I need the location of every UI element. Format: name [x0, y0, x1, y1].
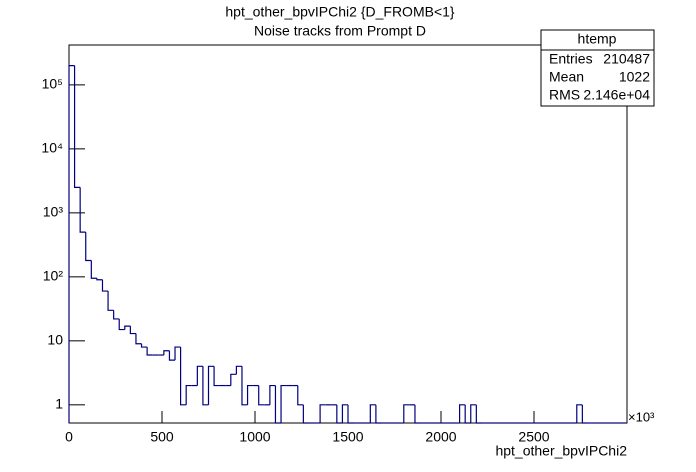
histogram-bin — [140, 343, 148, 348]
histogram-bin — [113, 310, 120, 320]
histogram-bin — [369, 404, 376, 423]
histogram-bin — [274, 385, 282, 424]
histogram-bin — [180, 347, 187, 406]
histogram-bin — [297, 385, 304, 406]
histogram-bin — [241, 366, 248, 406]
histogram-bin — [235, 365, 242, 375]
x-tick-label: 1500 — [332, 429, 363, 445]
stats-key: RMS — [549, 87, 580, 103]
histogram-bin — [403, 404, 410, 423]
y-tick-label: 1 — [55, 396, 63, 412]
y-tick-label: 10³ — [43, 204, 64, 220]
histogram-bin — [85, 232, 92, 262]
stats-frame — [540, 29, 655, 107]
histogram-bin — [581, 404, 588, 424]
histogram-bin — [375, 404, 382, 424]
histogram-bin — [96, 278, 103, 281]
histogram-bin — [341, 404, 348, 423]
histogram-bin — [90, 260, 97, 279]
x-axis-title: hpt_other_bpvIPChi2 — [495, 443, 627, 459]
histogram-bin — [129, 326, 136, 335]
histogram-bin — [258, 385, 265, 406]
histogram-bin — [185, 384, 192, 405]
histogram-bin — [174, 346, 181, 361]
histogram-bin — [207, 365, 215, 405]
histogram-bin — [163, 350, 170, 356]
stats-value: 2.146e+04 — [583, 87, 650, 103]
histogram-bin — [470, 404, 477, 423]
histogram-bin — [135, 333, 142, 345]
histogram-bin — [124, 325, 131, 330]
histogram-bin — [213, 366, 220, 387]
stats-value: 1022 — [619, 69, 650, 85]
histogram-bin — [347, 404, 354, 424]
histogram-bin — [118, 318, 125, 331]
histogram-bin — [576, 404, 583, 423]
histogram-bin — [146, 347, 153, 356]
histogram-bin — [246, 384, 254, 405]
x-multiplier: ×10³ — [628, 409, 655, 424]
histogram-bin — [336, 404, 343, 424]
stats-key: Entries — [549, 51, 593, 67]
stats-key: Mean — [549, 69, 584, 85]
histogram-bin — [459, 404, 466, 423]
histogram-bin — [73, 65, 81, 188]
y-tick-label: 10² — [43, 268, 64, 284]
histogram-bin — [302, 404, 309, 424]
stats-value: 210487 — [603, 51, 650, 67]
histogram-bin — [475, 404, 482, 424]
stats-box: htemp Entries 210487 Mean 1022 RMS 2.146… — [540, 29, 655, 107]
y-tick-label: 10⁴ — [41, 140, 63, 156]
x-tick-label: 0 — [65, 429, 73, 445]
x-tick-label: 2500 — [518, 429, 549, 445]
y-tick-label: 10 — [47, 332, 63, 348]
stats-title: htemp — [578, 31, 617, 47]
x-tick-label: 500 — [150, 429, 174, 445]
histogram-bin — [464, 404, 471, 424]
histogram-bin — [107, 291, 114, 311]
x-tick-label: 1000 — [239, 429, 270, 445]
chart-title: hpt_other_bpvIPChi2 {D_FROMB<1} — [225, 4, 455, 20]
histogram-bin — [68, 65, 75, 423]
x-tick-label: 2000 — [425, 429, 456, 445]
y-tick-label: 10⁵ — [42, 76, 63, 92]
histogram-bin — [196, 365, 203, 386]
histogram-bin — [79, 187, 86, 233]
histogram-bin — [269, 384, 276, 405]
histogram-bin — [168, 350, 176, 361]
histogram-bin — [202, 366, 209, 406]
histogram-bin — [319, 404, 326, 423]
chart-subtitle: Noise tracks from Prompt D — [254, 23, 426, 39]
histogram-bin — [414, 404, 421, 424]
histogram-bin — [230, 373, 237, 386]
histogram-bin — [101, 279, 109, 292]
histogram-bin — [280, 384, 287, 423]
